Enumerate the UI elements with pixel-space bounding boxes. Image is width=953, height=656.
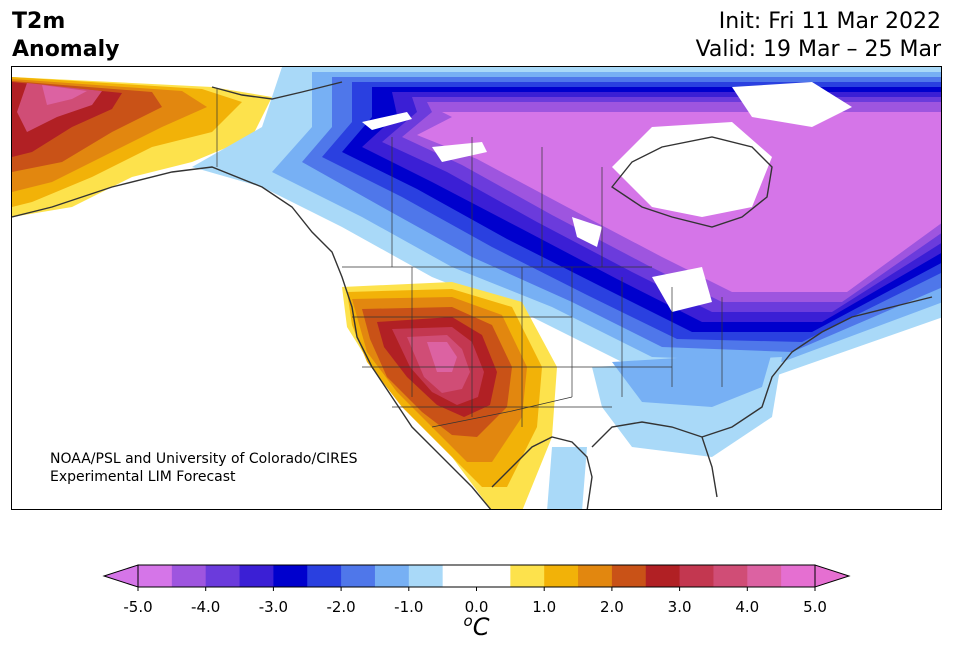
credit-line-2: Experimental LIM Forecast [50, 469, 236, 485]
map-canvas [12, 67, 941, 509]
colorbar-cell [341, 565, 376, 587]
colorbar-cell [510, 565, 545, 587]
colorbar-cell [138, 565, 173, 587]
colorbar-max-extension [814, 564, 851, 588]
colorbar-tick-label: -2.0 [326, 598, 355, 616]
credit-text: NOAA/PSL and University of Colorado/CIRE… [50, 450, 358, 486]
valid-range: Valid: 19 Mar – 25 Mar [695, 37, 941, 62]
title-line-1: T2m [12, 9, 66, 34]
map-title: T2m Anomaly [12, 8, 119, 64]
coastlines [12, 81, 933, 509]
colorbar-cell [713, 565, 748, 587]
political-boundaries [216, 89, 723, 428]
forecast-dates: Init: Fri 11 Mar 2022 Valid: 19 Mar – 25… [696, 8, 941, 64]
colorbar-tick-label: 1.0 [532, 598, 556, 616]
colorbar-cell [307, 565, 342, 587]
credit-line-1: NOAA/PSL and University of Colorado/CIRE… [50, 451, 358, 467]
colorbar-min-extension [102, 564, 139, 588]
colorbar-cell [578, 565, 613, 587]
anomaly-map: NOAA/PSL and University of Colorado/CIRE… [11, 66, 942, 510]
colorbar-cell [273, 565, 308, 587]
colorbar-cell [544, 565, 579, 587]
colorbar-tick-label: -3.0 [259, 598, 288, 616]
colorbar-ticks: -5.0 -4.0 -3.0 -2.0 -1.0 0.0 1.0 2.0 3.0 4.0 5.0 [123, 587, 827, 616]
alaska-warm-anomaly [12, 77, 272, 217]
colorbar-cell [374, 565, 410, 587]
units-label: oC [463, 612, 490, 641]
colorbar-cell [408, 565, 444, 587]
colorbar-cell [205, 565, 241, 587]
colorbar-tick-label: 4.0 [735, 598, 759, 616]
init-date: Init: Fri 11 Mar 2022 [718, 9, 941, 34]
colorbar-tick-label: 3.0 [668, 598, 692, 616]
colorbar-tick-label: -1.0 [394, 598, 423, 616]
colorbar-tick-label: 5.0 [803, 598, 827, 616]
colorbar-tick-label: 2.0 [600, 598, 624, 616]
colorbar-cell [171, 565, 207, 587]
colorbar-tick-label: -4.0 [191, 598, 220, 616]
colorbar-tick-label: 0.0 [465, 598, 489, 616]
southeast-cold-anomaly [547, 352, 782, 509]
colorbar-cell [239, 565, 274, 587]
colorbar-cell [442, 565, 477, 587]
colorbar-units: oC [0, 612, 953, 641]
colorbar-cell [476, 565, 511, 587]
colorbar-tick-label: -5.0 [123, 598, 152, 616]
title-line-2: Anomaly [12, 37, 120, 62]
colorbar-cell [679, 565, 714, 587]
colorbar-cell [781, 565, 816, 587]
colorbar-cell [611, 565, 647, 587]
colorbar-cells [138, 565, 816, 587]
colorbar-cell [645, 565, 681, 587]
canada-cold-anomaly [192, 67, 941, 377]
colorbar-cell [747, 565, 782, 587]
southwest-warm-anomaly [342, 282, 557, 509]
colorbar: -5.0 -4.0 -3.0 -2.0 -1.0 0.0 1.0 2.0 3.0 4.0 5.0 [102, 564, 851, 616]
